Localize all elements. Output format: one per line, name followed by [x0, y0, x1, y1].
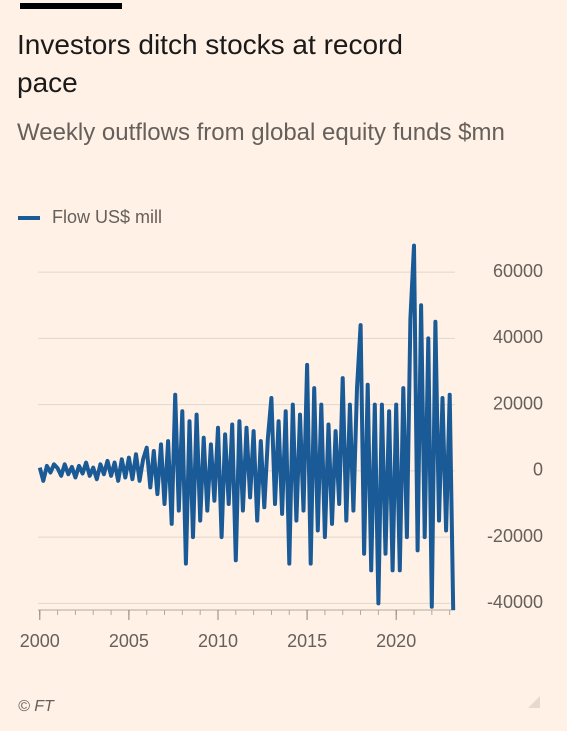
legend-label: Flow US$ mill [52, 207, 162, 227]
x-tick-label: 2010 [198, 631, 238, 651]
chart-subtitle: Weekly outflows from global equity funds… [17, 119, 505, 146]
resize-icon [528, 696, 540, 708]
source: © FT [18, 698, 54, 715]
x-tick-label: 2000 [20, 631, 60, 651]
x-tick-label: 2005 [109, 631, 149, 651]
x-tick-label: 2020 [376, 631, 416, 651]
chart-title: Investors ditch stocks at record pace [17, 29, 403, 98]
y-tick-label: -20000 [487, 526, 543, 546]
header-bar [20, 3, 122, 9]
series-line [37, 243, 456, 611]
y-tick-label: -40000 [487, 592, 543, 612]
x-tick-label: 2015 [287, 631, 327, 651]
y-tick-label: 20000 [493, 393, 543, 413]
y-tick-label: 0 [533, 460, 543, 480]
y-tick-label: 60000 [493, 261, 543, 281]
y-tick-label: 40000 [493, 327, 543, 347]
